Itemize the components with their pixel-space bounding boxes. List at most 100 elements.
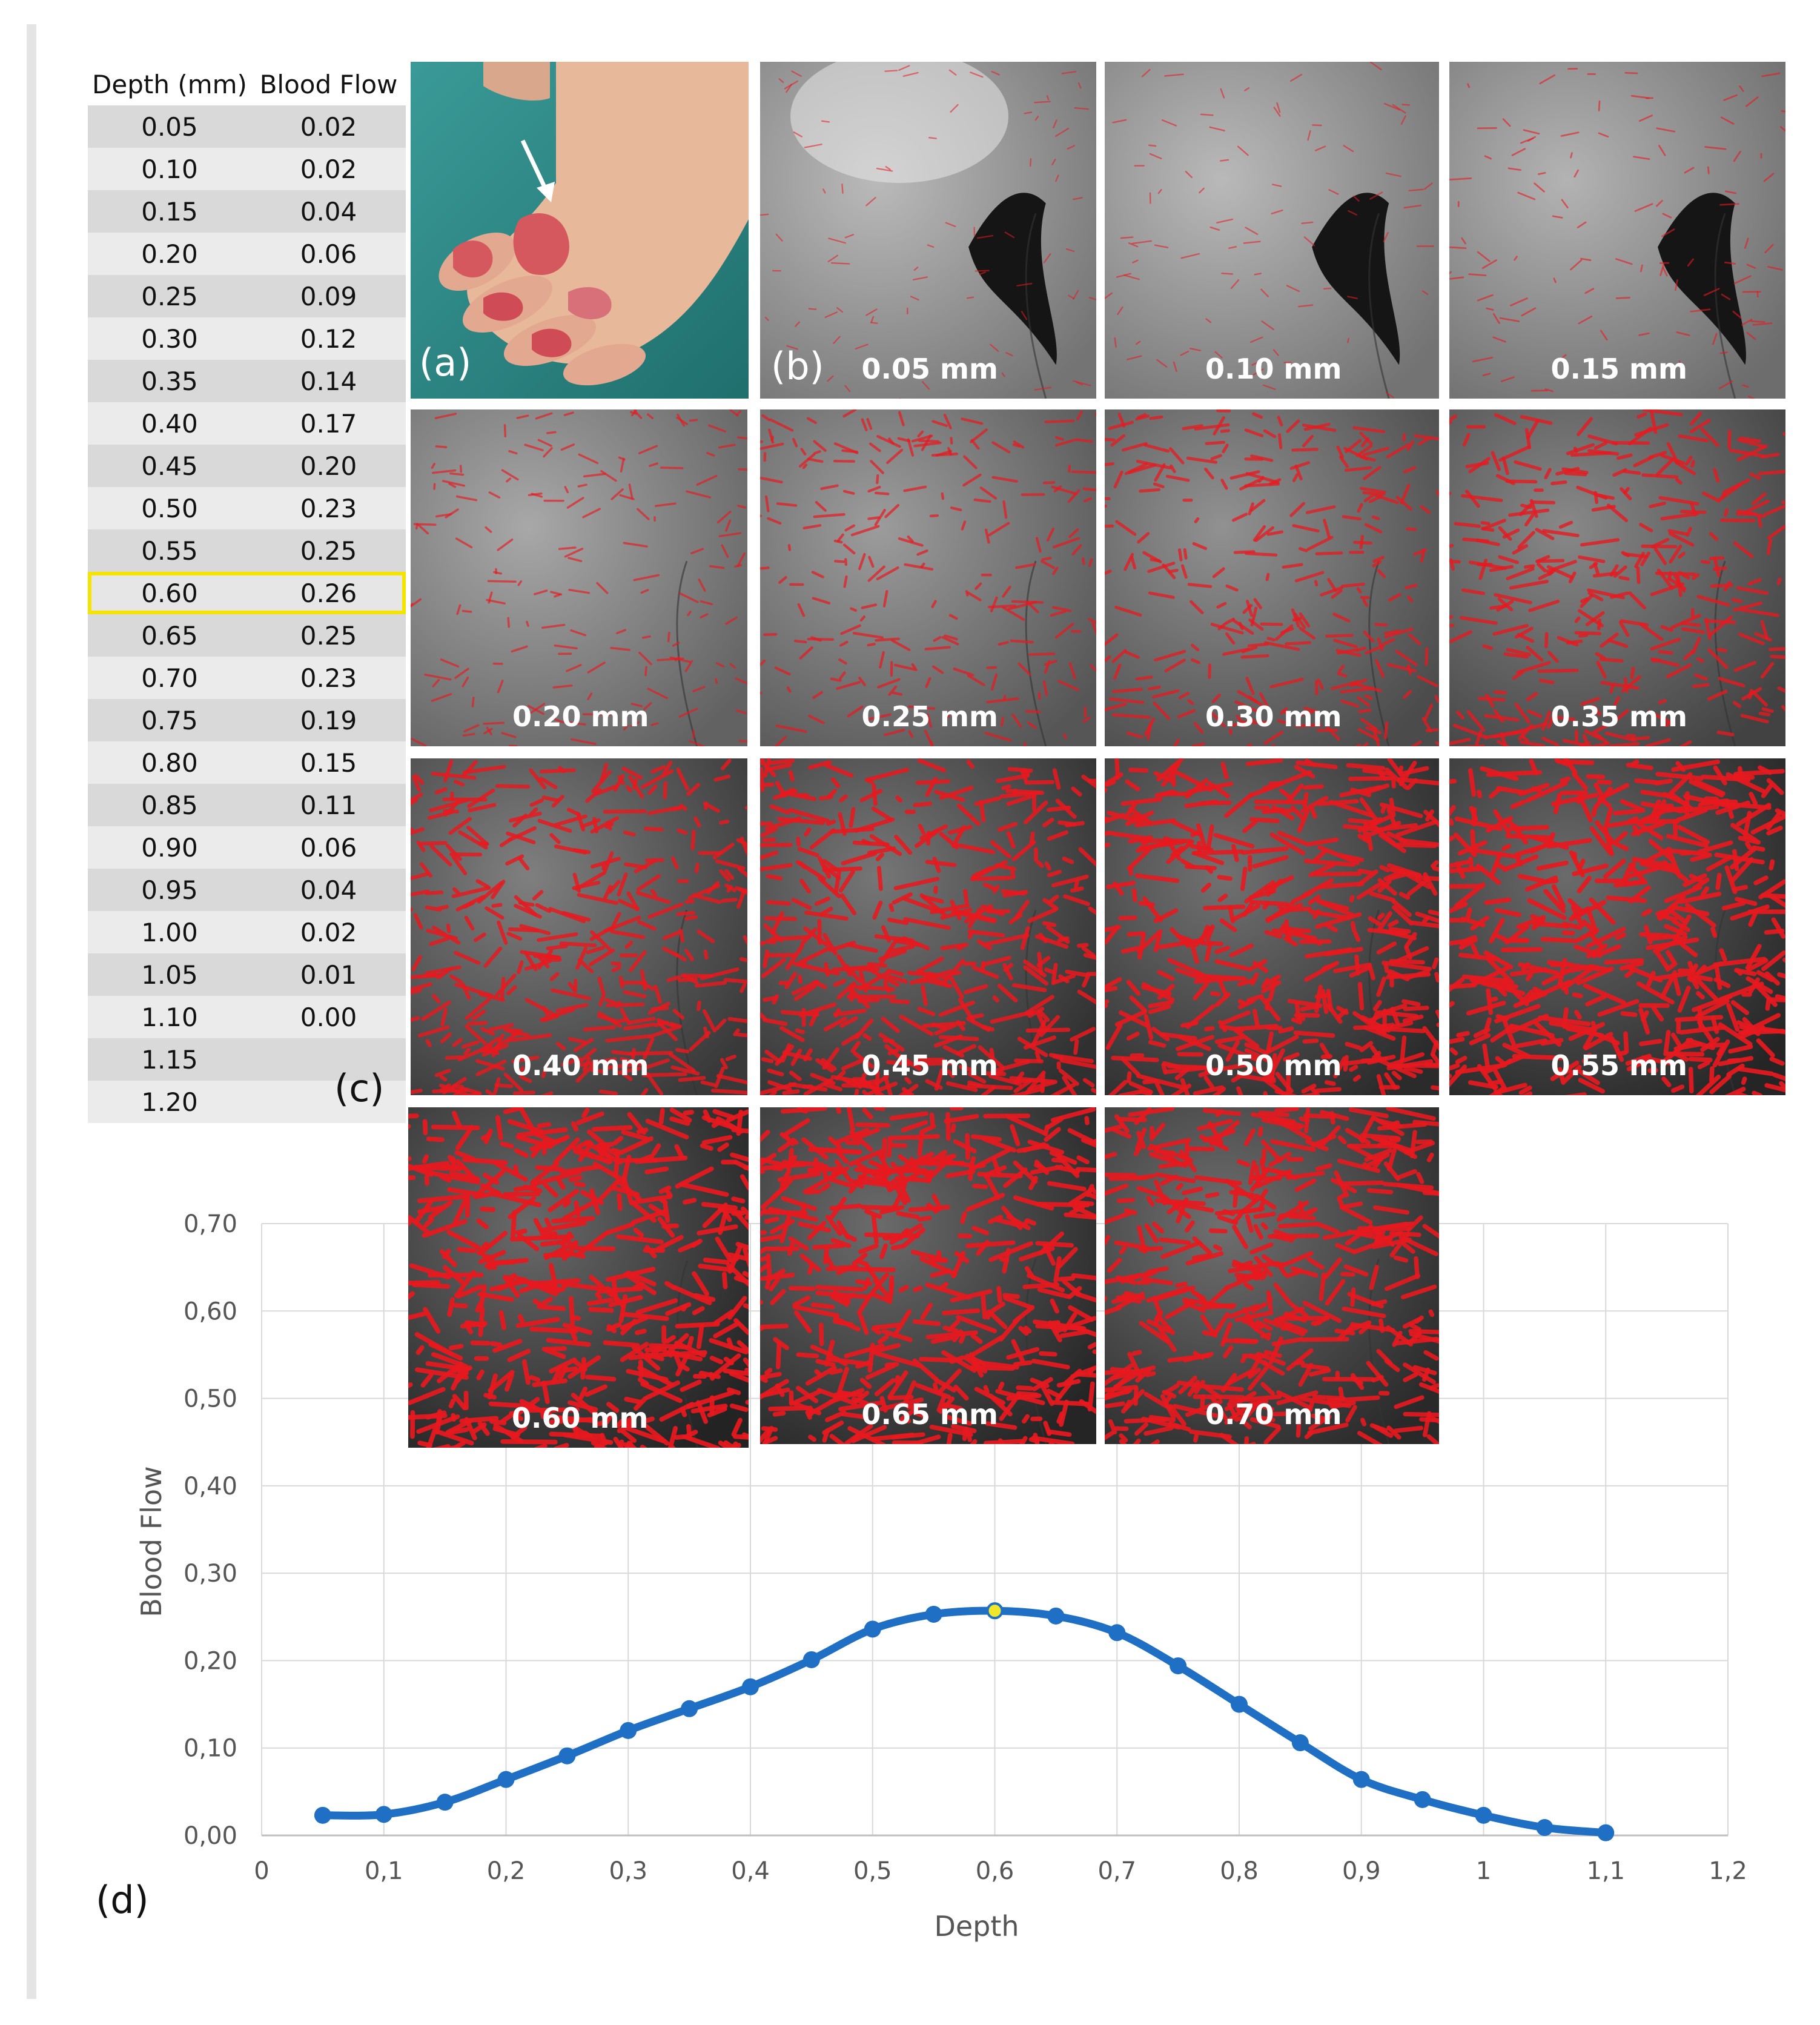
blood-flow-cell: 0.12: [300, 323, 357, 354]
data-point: [620, 1722, 637, 1739]
table-row: 0.50 0.23: [88, 487, 406, 529]
header-blood-flow: Blood Flow: [259, 69, 398, 99]
y-tick-label: 0,30: [184, 1560, 237, 1588]
depth-label: 0.30 mm: [1205, 700, 1342, 733]
scan-image: [760, 1107, 1096, 1444]
blood-flow-cell: 0.02: [300, 111, 357, 142]
y-axis-label: Blood Flow: [135, 1466, 168, 1617]
y-tick-label: 0,20: [184, 1647, 237, 1675]
depth-cell: 0.70: [141, 663, 198, 693]
data-point: [375, 1806, 392, 1823]
panel-letter-b: (b): [771, 344, 824, 388]
table-row: 0.35 0.14: [88, 360, 406, 402]
scan-image: [411, 758, 747, 1095]
depth-scan-panel: 0.35 mm: [1449, 409, 1785, 746]
data-point: [864, 1620, 881, 1638]
depth-cell: 0.80: [141, 747, 198, 778]
blood-flow-cell: 0.15: [300, 747, 357, 778]
blood-flow-cell: 0.06: [300, 239, 357, 269]
depth-cell: 0.30: [141, 323, 198, 354]
scan-image: [760, 758, 1096, 1095]
depth-cell: 0.40: [141, 408, 198, 439]
data-point: [925, 1605, 942, 1623]
scan-image: [408, 1107, 749, 1448]
depth-scan-panel: 0.65 mm: [760, 1107, 1096, 1444]
data-point: [1170, 1657, 1187, 1675]
data-point: [742, 1678, 759, 1695]
series-line: [319, 1606, 1610, 1837]
scan-image: [1449, 409, 1785, 746]
blood-flow-cell: 0.02: [300, 154, 357, 184]
blood-flow-cell: 0.23: [300, 493, 357, 523]
scan-image: [1449, 62, 1785, 399]
y-tick-label: 0,00: [184, 1822, 237, 1850]
depth-cell: 0.75: [141, 705, 198, 735]
x-tick-label: 0,5: [853, 1857, 892, 1885]
depth-label: 0.55 mm: [1550, 1049, 1687, 1082]
x-tick-label: 0,1: [365, 1857, 403, 1885]
depth-label: 0.50 mm: [1205, 1049, 1342, 1082]
depth-blood-flow-table: Depth (mm) Blood Flow 0.05 0.02 0.10 0.02 0.…: [88, 63, 406, 1123]
blood-flow-cell: 0.04: [300, 875, 357, 905]
depth-scan-panel: 0.15 mm: [1449, 62, 1785, 399]
data-point: [314, 1806, 331, 1824]
depth-cell: 0.05: [141, 111, 198, 142]
depth-scan-panel: 0.30 mm: [1105, 409, 1439, 746]
blood-flow-cell: 0.20: [300, 451, 357, 481]
depth-scan-panel-highlighted: 0.60 mm: [408, 1107, 749, 1448]
depth-scan-panel: 0.05 mm (b): [760, 62, 1096, 399]
x-tick-label: 0,8: [1220, 1857, 1259, 1885]
scan-image: [1449, 758, 1785, 1095]
table-row: 0.20 0.06: [88, 233, 406, 275]
blood-flow-cell: 0.23: [300, 663, 357, 693]
table-row-highlighted: 0.60 0.26: [88, 572, 406, 614]
scan-image: [411, 409, 747, 746]
table-row: 1.10 0.00: [88, 996, 406, 1038]
x-tick-label: 0,3: [609, 1857, 647, 1885]
table-row: 0.80 0.15: [88, 741, 406, 784]
blood-flow-cell: 0.01: [300, 959, 357, 990]
panel-letter-c: (c): [334, 1066, 385, 1110]
depth-cell: 0.15: [141, 196, 198, 227]
depth-scan-panel: 0.55 mm: [1449, 758, 1785, 1095]
table-row: 0.30 0.12: [88, 317, 406, 360]
y-tick-labels: 0,00 0,10 0,20 0,30 0,40 0,50 0,60 0,70: [184, 1210, 237, 1850]
depth-label: 0.20 mm: [512, 700, 649, 733]
depth-cell: 1.15: [141, 1044, 198, 1075]
table-row: 0.10 0.02: [88, 148, 406, 190]
depth-cell: 0.20: [141, 239, 198, 269]
table-row: 0.75 0.19: [88, 699, 406, 741]
depth-label: 0.70 mm: [1205, 1398, 1342, 1431]
depth-label: 0.65 mm: [861, 1398, 998, 1431]
depth-cell: 0.55: [141, 535, 198, 566]
table-row: 0.85 0.11: [88, 784, 406, 826]
blood-flow-cell: 0.06: [300, 832, 357, 863]
depth-cell: 0.10: [141, 154, 198, 184]
table-row: 0.05 0.02: [88, 105, 406, 148]
x-tick-label: 0,7: [1097, 1857, 1136, 1885]
depth-cell: 0.25: [141, 281, 198, 311]
data-point: [1352, 1771, 1370, 1788]
depth-cell: 0.50: [141, 493, 198, 523]
depth-label: 0.25 mm: [861, 700, 998, 733]
table-row: 0.40 0.17: [88, 402, 406, 445]
scan-image: [1105, 1107, 1439, 1444]
left-border-bar: [27, 24, 36, 1999]
x-tick-label: 1: [1476, 1857, 1491, 1885]
y-tick-label: 0,50: [184, 1385, 237, 1413]
depth-scan-panel: 0.25 mm: [760, 409, 1096, 746]
blood-flow-cell: 0.14: [300, 366, 357, 396]
scan-image: [1105, 62, 1439, 399]
x-tick-label: 0,6: [976, 1857, 1014, 1885]
data-point: [558, 1747, 576, 1765]
data-point: [1231, 1695, 1248, 1713]
chart-series: [314, 1602, 1615, 1841]
depth-label: 0.10 mm: [1205, 353, 1342, 385]
data-point-highlighted: [986, 1602, 1004, 1620]
hand-photo-panel: (a): [411, 62, 749, 399]
table-row: 1.20: [88, 1081, 406, 1123]
x-tick-label: 0,4: [731, 1857, 770, 1885]
data-point: [1597, 1824, 1615, 1841]
data-point: [681, 1700, 698, 1717]
